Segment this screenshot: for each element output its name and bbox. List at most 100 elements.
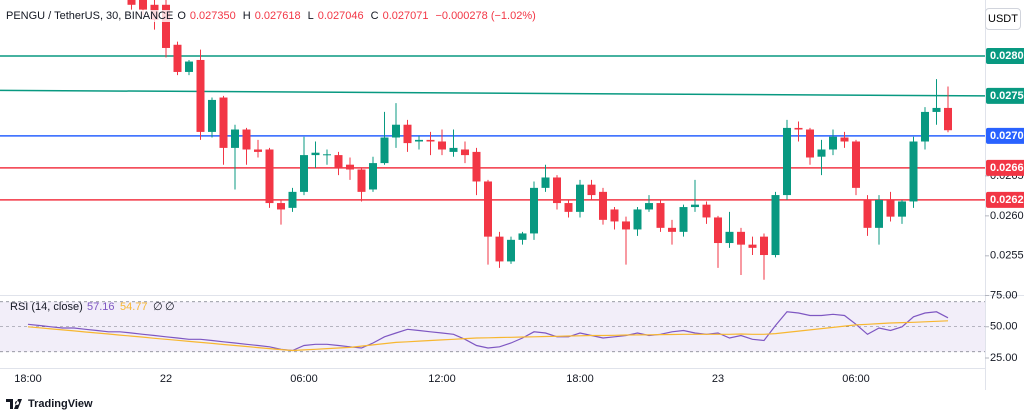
x-tick-label: 06:00 — [290, 373, 318, 385]
quote-key: L — [307, 10, 314, 22]
candle-body — [702, 204, 711, 218]
trend-line — [0, 89, 985, 97]
candle-body — [461, 149, 469, 156]
level-label-box — [986, 159, 1024, 176]
candle-body — [185, 61, 193, 72]
level-label-box — [986, 191, 1024, 208]
candle-body — [231, 129, 239, 148]
candle-body — [679, 207, 688, 232]
candle-body — [311, 152, 320, 156]
candle-body — [438, 141, 446, 150]
candle-body — [725, 231, 734, 244]
rsi-line — [27, 320, 949, 352]
candle-body — [760, 236, 768, 256]
x-tick-label: 06:00 — [842, 373, 870, 385]
level-label-box — [986, 127, 1024, 144]
candle-body — [622, 221, 630, 230]
legend-extra: ∅ — [165, 301, 175, 313]
brand-logo — [6, 399, 22, 409]
candle-body — [737, 231, 745, 245]
candle-body — [426, 139, 435, 142]
y-tick-label: 25.00 — [990, 352, 1018, 364]
candle-body — [277, 203, 285, 210]
candle-body — [921, 111, 929, 142]
quote-value: 0.027046 — [317, 10, 364, 22]
candle-body — [633, 209, 642, 230]
candle-body — [242, 129, 251, 150]
candle-body — [357, 169, 366, 192]
candle-body — [219, 97, 228, 148]
level-label-box — [986, 47, 1024, 64]
candle-body — [587, 184, 596, 196]
candle-body — [932, 107, 941, 112]
candle-body — [771, 195, 780, 256]
candle-body — [196, 59, 205, 132]
quote-key: H — [242, 10, 251, 22]
candle-body — [346, 164, 354, 170]
change: −0.000278 (−1.02%) — [435, 10, 536, 22]
candle-body — [610, 209, 619, 222]
legend-extra: ∅ — [153, 301, 163, 313]
candle-body — [714, 217, 722, 244]
legend-value: 57.16 — [87, 301, 115, 313]
candle-body — [886, 199, 895, 217]
candle-body — [415, 139, 423, 142]
candle-body — [794, 127, 803, 130]
candle-body — [173, 44, 182, 72]
candle-body — [576, 184, 584, 212]
candle-body — [484, 181, 492, 237]
y-tick-label: 50.00 — [990, 321, 1018, 333]
candle-body — [449, 147, 458, 152]
quote-value: 0.027350 — [189, 10, 236, 22]
candle-body — [909, 141, 918, 202]
candle-body — [829, 136, 837, 150]
candle-body — [817, 149, 826, 157]
chart-title: PENGU / TetherUS, 30, BINANCE — [6, 10, 174, 22]
candle-body — [288, 191, 297, 208]
candle-body — [139, 0, 147, 10]
candle-body — [208, 99, 216, 132]
candle-body — [944, 107, 952, 131]
candle-body — [783, 127, 791, 196]
candle-body — [840, 137, 849, 142]
candle-body — [806, 129, 814, 158]
chart-header: PENGU / TetherUS, 30, BINANCE O 0.027350 H… — [6, 10, 539, 22]
quote-value: 0.027618 — [254, 10, 301, 22]
brand: TradingView — [28, 398, 93, 410]
candle-body — [472, 151, 481, 182]
candle-body — [392, 124, 400, 138]
candle-body — [668, 227, 676, 232]
candle-body — [403, 124, 412, 144]
candle-body — [380, 137, 389, 164]
candle-body — [564, 203, 573, 212]
candle-body — [748, 244, 757, 248]
candle-body — [323, 154, 331, 156]
price-pane — [0, 0, 985, 280]
rsi-line — [27, 311, 949, 352]
candle-body — [300, 155, 308, 192]
candle-body — [553, 177, 561, 204]
quote-key: C — [370, 10, 379, 22]
candle-body — [541, 177, 550, 188]
rsi-title: RSI (14, close) — [10, 301, 83, 313]
candle-body — [254, 149, 262, 152]
currency-button[interactable]: USDT — [985, 8, 1021, 30]
candle-body — [691, 204, 699, 208]
candle-body — [127, 0, 136, 5]
candle-body — [863, 199, 872, 228]
candle-body — [898, 201, 906, 217]
candle-body — [495, 236, 504, 262]
candle-body — [656, 203, 665, 228]
candle-body — [599, 191, 607, 220]
legend-value: 54.77 — [120, 301, 148, 313]
candle-body — [518, 233, 527, 240]
quote-value: 0.027071 — [382, 10, 429, 22]
candle-body — [265, 149, 274, 204]
level-label-box — [986, 87, 1024, 104]
